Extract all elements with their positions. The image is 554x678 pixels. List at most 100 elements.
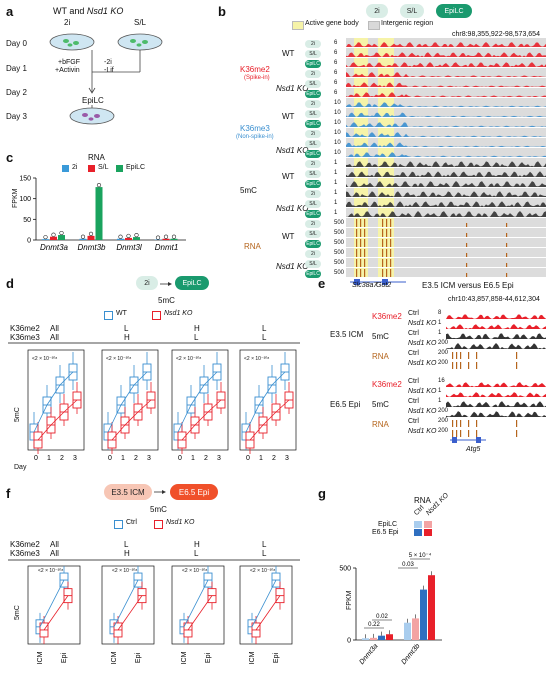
b-active-a-4 <box>354 78 368 87</box>
e-rna-spike-11-2 <box>460 430 462 437</box>
panel-a-title-ko: Nsd1 KO <box>86 6 124 16</box>
b-rna-spike-21-5 <box>390 249 392 257</box>
b-bg-7 <box>346 108 546 117</box>
b-bg-21 <box>346 248 546 257</box>
b-active-b-1 <box>378 48 394 57</box>
e-rna-spike-10-2 <box>460 420 462 427</box>
b-rna-spike-18-3 <box>382 219 384 227</box>
d-ko-line-0 <box>37 399 78 441</box>
c-point-2-0 <box>118 234 123 239</box>
f-pval-1: <2 × 10⁻³⁰⁸ <box>112 568 138 574</box>
b-active-a-17 <box>354 208 368 217</box>
b-bg-6 <box>346 98 546 107</box>
b-bg-5 <box>346 88 546 97</box>
e-rna-spike-10-4 <box>476 420 478 427</box>
b-signal-4 <box>346 82 546 87</box>
c-bar-2-0 <box>117 238 124 240</box>
f-pval-2: <2 × 10⁻³⁰⁸ <box>182 568 208 574</box>
f-col-me2-2: H <box>194 540 200 549</box>
b-active-a-6 <box>354 98 368 107</box>
b-active-a-16 <box>354 198 368 207</box>
d-row-k36me2: K36me2 <box>10 324 40 333</box>
panel-a-label: a <box>6 4 14 19</box>
dish-epilc-icon <box>69 107 115 125</box>
e-rna-spike-11-5 <box>516 430 518 437</box>
gene-atg5-label: Atg5 <box>466 446 481 453</box>
f-ko-line-1 <box>117 595 143 631</box>
panel-a-epilc: EpiLC <box>82 96 104 105</box>
f-row-k36me2: K36me2 <box>10 540 40 549</box>
e-row-0-2-0: Ctrl <box>408 350 419 357</box>
b-row-cond-3: 2i <box>305 70 321 78</box>
b-active-b-7 <box>378 108 394 117</box>
b-active-b-14 <box>378 178 394 187</box>
track-5mc-label: 5mC <box>240 186 257 195</box>
e-mark-1-0: K36me2 <box>372 380 402 389</box>
b-row-cond-8: EpiLC <box>305 120 321 128</box>
panel-b-coords: chr8:98,355,922-98,573,654 <box>452 31 540 38</box>
c-legend-2i: 2i <box>72 164 78 171</box>
b-row-scale-14: 1 <box>334 180 338 186</box>
b-rna-spike-22-6 <box>466 263 468 267</box>
b-rna-spike-22-5 <box>390 259 392 267</box>
b-row-scale-9: 10 <box>334 130 341 136</box>
b-signal-0 <box>346 42 546 47</box>
f-col-me3-3: L <box>262 549 267 558</box>
e-rna-spike-5-5 <box>516 362 518 369</box>
d-frame-3 <box>239 349 297 451</box>
b-bg-16 <box>346 198 546 207</box>
f-flow-arrow-icon <box>154 490 166 494</box>
b-rna-spike-19-1 <box>360 229 362 237</box>
e-row-1-0-0: Ctrl <box>408 378 419 385</box>
b-active-b-6 <box>378 98 394 107</box>
g-bar-1-2 <box>420 589 427 640</box>
b-genotype-ko-2: Nsd1 KO <box>276 146 309 155</box>
e-rna-spike-4-4 <box>476 352 478 359</box>
b-row-scale-11: 10 <box>334 150 341 156</box>
b-row-scale-12: 1 <box>334 160 338 166</box>
f-col-me3-1: H <box>124 549 130 558</box>
b-bg-0 <box>346 38 546 47</box>
e-signal-8 <box>446 401 546 407</box>
d-col-me2-2: H <box>194 324 200 333</box>
legend-intergenic-label: Intergenic region <box>381 20 434 27</box>
c-point-0-1 <box>51 232 56 237</box>
b-signal-14 <box>346 181 546 187</box>
c-point-2-2 <box>134 233 139 238</box>
panel-c-title: RNA <box>88 153 105 162</box>
b-rna-spike-18-5 <box>390 219 392 227</box>
b-signal-2 <box>346 62 546 67</box>
b-bg-18 <box>346 218 546 227</box>
e-row-1-0-1: Nsd1 KO <box>408 388 437 395</box>
b-active-a-10 <box>354 138 368 147</box>
f-ctrl-line-3 <box>251 579 277 628</box>
b-row-cond-23: EpiLC <box>305 270 321 278</box>
b-signal-1 <box>346 52 546 57</box>
b-row-scale-10: 10 <box>334 140 341 146</box>
panel-c-label: c <box>6 150 14 165</box>
e-rna-spike-11-0 <box>452 430 454 437</box>
c-bar-1-2 <box>95 187 103 240</box>
b-row-scale-16: 1 <box>334 200 338 206</box>
b-row-scale-15: 1 <box>334 190 338 196</box>
d-frame-1 <box>101 349 159 451</box>
b-active-b-2 <box>378 58 394 67</box>
b-active-a-5 <box>354 88 368 97</box>
f-ctrl-line-2 <box>183 579 209 628</box>
f-pval-0: <2 × 10⁻³⁰⁸ <box>38 568 64 574</box>
d-xtick-1-3: 3 <box>147 455 151 462</box>
b-rna-spike-21-0 <box>356 249 358 257</box>
b-row-cond-13: S/L <box>305 170 321 178</box>
e-signal-6 <box>446 382 546 387</box>
b-bg-4 <box>346 78 546 87</box>
c-bar-3-2 <box>170 238 178 240</box>
b-bg-17 <box>346 208 546 217</box>
b-row-cond-15: 2i <box>305 190 321 198</box>
b-active-a-1 <box>354 48 368 57</box>
b-row-cond-10: S/L <box>305 140 321 148</box>
panel-a-day-0: Day 0 <box>6 39 27 48</box>
d-ko-line-1 <box>111 399 152 441</box>
b-row-scale-6: 10 <box>334 100 341 106</box>
b-active-b-5 <box>378 88 394 97</box>
e-mark-1-2: RNA <box>372 420 389 429</box>
